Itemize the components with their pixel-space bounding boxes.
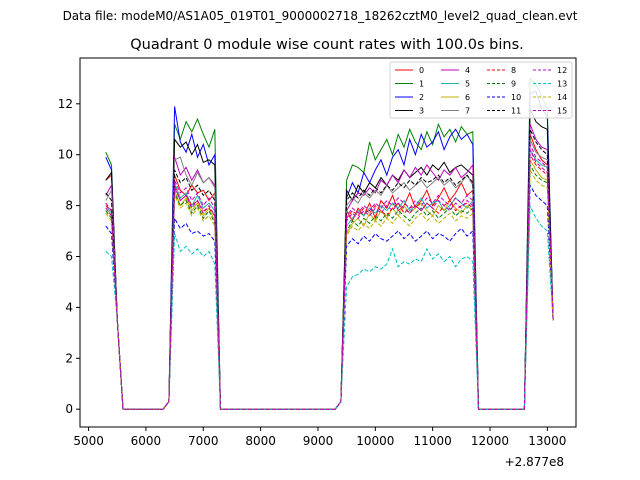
legend-label-6: 6 [465,93,470,102]
x-tick-label: 5000 [73,434,104,448]
legend-label-14: 14 [557,93,567,102]
series-line-15 [105,149,554,410]
x-tick-label: 10000 [356,434,394,448]
legend-label-1: 1 [419,80,424,89]
x-tick-label: 12000 [471,434,509,448]
x-tick-label: 11000 [414,434,452,448]
legend-label-12: 12 [557,66,567,75]
legend-label-13: 13 [557,80,567,89]
x-offset-label: +2.877e8 [505,455,564,469]
chart-title: Quadrant 0 module wise count rates with … [130,37,524,53]
x-tick-label: 13000 [528,434,566,448]
axes-frame [79,57,577,428]
x-tick-label: 6000 [131,434,162,448]
legend-label-8: 8 [511,66,516,75]
series-line-13 [105,205,554,410]
x-tick-label: 9000 [303,434,334,448]
y-tick-label: 8 [65,199,73,213]
legend-label-9: 9 [511,80,516,89]
legend-label-4: 4 [465,66,470,75]
figure-suptitle: Data file: modeM0/AS1A05_019T01_90000027… [63,9,578,23]
y-tick-label: 0 [65,402,73,416]
y-tick-label: 10 [58,148,73,162]
legend-box [389,61,573,119]
legend-label-11: 11 [511,107,521,116]
legend-label-2: 2 [419,93,424,102]
y-tick-label: 2 [65,351,73,365]
y-tick-label: 6 [65,249,73,263]
legend-label-10: 10 [511,93,521,102]
legend-label-0: 0 [419,66,424,75]
series-group [105,77,554,410]
legend-label-7: 7 [465,107,470,116]
plot-area: 5000 6000 7000 8000 9000 10000 11000 12000 13000… [58,57,577,448]
y-tick-label: 12 [58,97,73,111]
legend-label-5: 5 [465,80,470,89]
y-tick-label: 4 [65,300,73,314]
legend-label-15: 15 [557,107,567,116]
x-tick-label: 7000 [188,434,219,448]
legend-label-3: 3 [419,107,424,116]
x-tick-label: 8000 [245,434,276,448]
